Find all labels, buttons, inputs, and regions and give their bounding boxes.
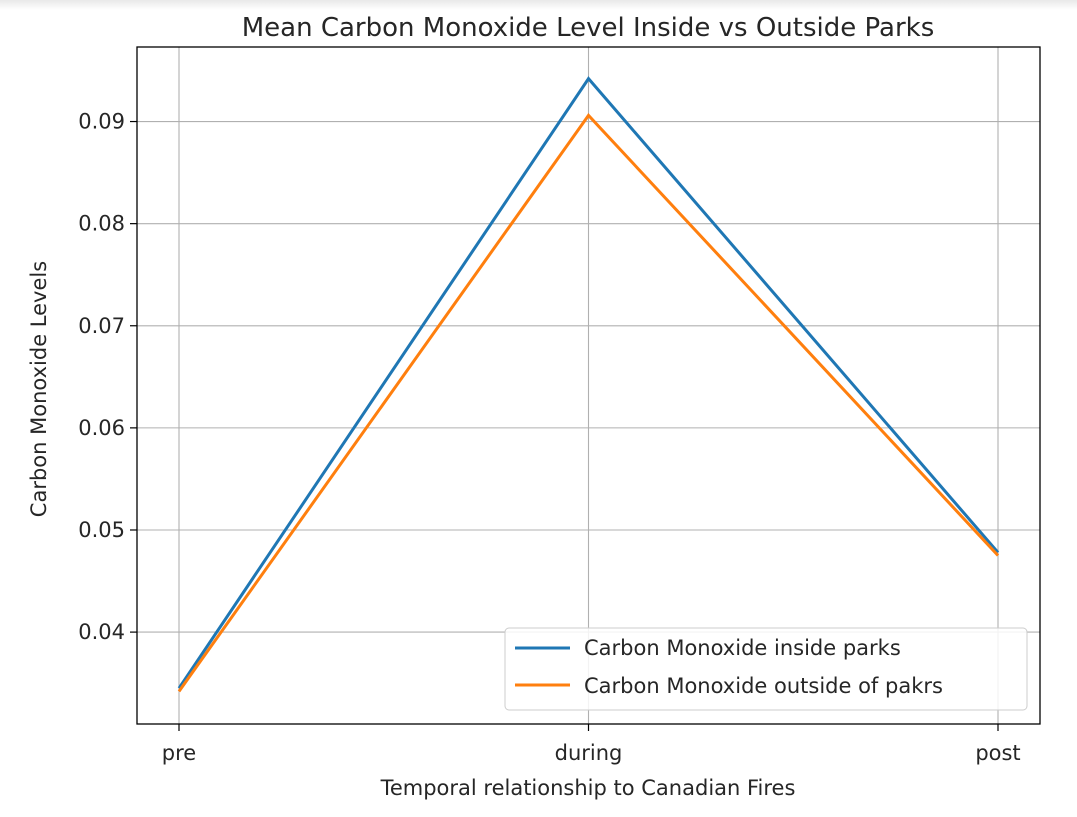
y-tick-label-0-09: 0.09 (78, 110, 125, 134)
series-line-inside-parks (177, 76, 1000, 690)
legend-box (504, 627, 1028, 711)
series-line-outside-parks (177, 113, 1000, 693)
legend: Carbon Monoxide inside parks Carbon Mono… (504, 627, 1028, 711)
x-tick-label-post: post (975, 741, 1020, 765)
y-tick-label-0-08: 0.08 (78, 212, 125, 236)
series-lines (177, 76, 1000, 693)
chart-title: Mean Carbon Monoxide Level Inside vs Out… (242, 13, 935, 43)
grid-lines (137, 47, 1040, 724)
y-tick-label-0-06: 0.06 (78, 416, 125, 440)
legend-label-inside-parks: Carbon Monoxide inside parks (584, 636, 901, 660)
x-tick-label-during: during (555, 741, 623, 765)
legend-label-outside-parks: Carbon Monoxide outside of pakrs (584, 674, 943, 698)
x-axis-label: Temporal relationship to Canadian Fires (380, 776, 796, 800)
x-tick-label-pre: pre (162, 741, 196, 765)
axis-ticks: 0.04 0.05 0.06 0.07 0.08 0.09 pre during post (78, 110, 1020, 765)
window-top-shade (0, 0, 1077, 10)
y-axis-label: Carbon Monoxide Levels (27, 261, 51, 517)
y-tick-label-0-04: 0.04 (78, 620, 125, 644)
y-tick-label-0-07: 0.07 (78, 314, 125, 338)
y-tick-label-0-05: 0.05 (78, 518, 125, 542)
